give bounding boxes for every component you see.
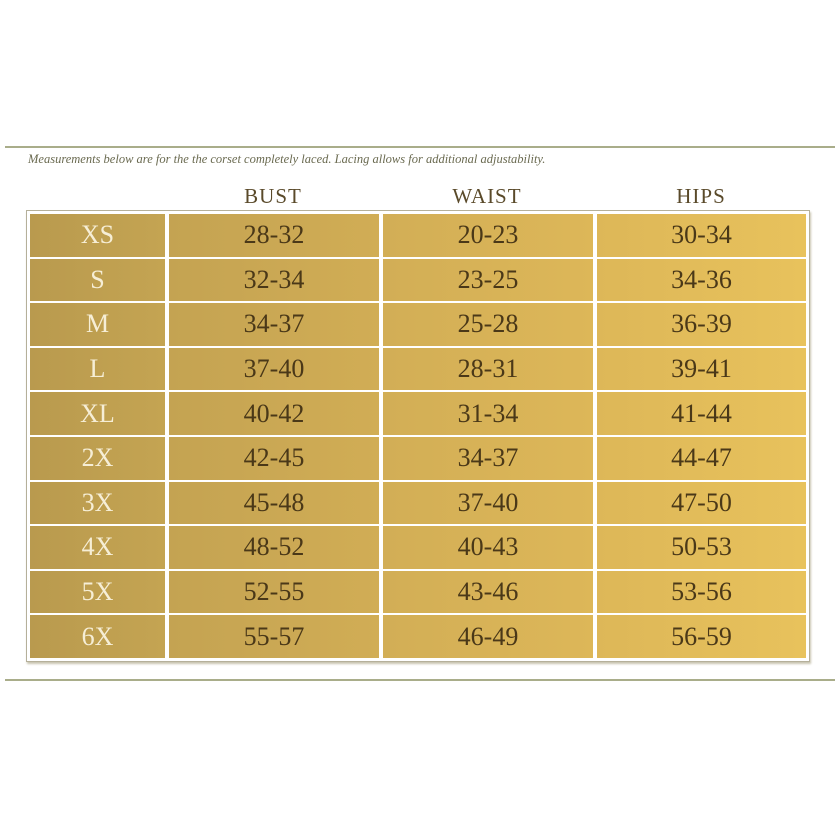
column-divider <box>165 258 169 302</box>
column-divider <box>593 347 597 391</box>
column-divider <box>165 481 169 525</box>
size-label: M <box>30 303 165 346</box>
size-label: 4X <box>30 526 165 569</box>
waist-value: 20-23 <box>383 214 593 257</box>
bust-value: 40-42 <box>169 392 379 435</box>
waist-value: 25-28 <box>383 303 593 346</box>
bust-value: 48-52 <box>169 526 379 569</box>
column-divider <box>379 392 383 435</box>
size-label: 6X <box>30 615 165 658</box>
column-divider <box>593 481 597 525</box>
size-label: 3X <box>30 481 165 525</box>
column-divider <box>379 481 383 525</box>
column-divider <box>379 526 383 569</box>
size-label: L <box>30 347 165 391</box>
column-divider <box>593 392 597 435</box>
size-chart-table: XS 28-32 20-23 30-34 S 32-34 23-25 34-36 M 34-37 2… <box>26 210 810 662</box>
column-divider <box>165 615 169 658</box>
size-label: 5X <box>30 570 165 614</box>
size-label: S <box>30 258 165 302</box>
column-divider <box>165 526 169 569</box>
hips-value: 41-44 <box>597 392 806 435</box>
column-divider <box>165 392 169 435</box>
hips-value: 56-59 <box>597 615 806 658</box>
hips-value: 36-39 <box>597 303 806 346</box>
hips-value: 39-41 <box>597 347 806 391</box>
column-divider <box>165 570 169 614</box>
column-divider <box>165 347 169 391</box>
hips-value: 44-47 <box>597 436 806 480</box>
column-divider <box>165 303 169 346</box>
waist-value: 43-46 <box>383 570 593 614</box>
column-divider <box>593 303 597 346</box>
hips-value: 30-34 <box>597 214 806 257</box>
column-divider <box>165 436 169 480</box>
bust-value: 55-57 <box>169 615 379 658</box>
measurement-note: Measurements below are for the the corse… <box>28 152 546 166</box>
bust-value: 28-32 <box>169 214 379 257</box>
bust-value: 45-48 <box>169 481 379 525</box>
column-divider <box>379 214 383 257</box>
header-waist: WAIST <box>452 184 522 208</box>
waist-value: 40-43 <box>383 526 593 569</box>
bust-value: 52-55 <box>169 570 379 614</box>
waist-value: 28-31 <box>383 347 593 391</box>
column-divider <box>379 258 383 302</box>
header-hips: HIPS <box>676 184 726 208</box>
column-divider <box>379 303 383 346</box>
column-divider <box>379 436 383 480</box>
size-label: XL <box>30 392 165 435</box>
column-divider <box>593 615 597 658</box>
column-divider <box>593 258 597 302</box>
waist-value: 34-37 <box>383 436 593 480</box>
bust-value: 34-37 <box>169 303 379 346</box>
size-label: XS <box>30 214 165 257</box>
bust-value: 42-45 <box>169 436 379 480</box>
column-divider <box>593 214 597 257</box>
waist-value: 23-25 <box>383 258 593 302</box>
bust-value: 32-34 <box>169 258 379 302</box>
hips-value: 34-36 <box>597 258 806 302</box>
hips-value: 47-50 <box>597 481 806 525</box>
header-bust: BUST <box>244 184 302 208</box>
column-divider <box>593 526 597 569</box>
column-divider <box>379 615 383 658</box>
top-divider <box>5 146 835 148</box>
waist-value: 37-40 <box>383 481 593 525</box>
hips-value: 53-56 <box>597 570 806 614</box>
column-divider <box>593 436 597 480</box>
waist-value: 31-34 <box>383 392 593 435</box>
column-divider <box>379 347 383 391</box>
size-chart-grid: XS 28-32 20-23 30-34 S 32-34 23-25 34-36 M 34-37 2… <box>30 214 806 658</box>
bust-value: 37-40 <box>169 347 379 391</box>
column-divider <box>165 214 169 257</box>
size-label: 2X <box>30 436 165 480</box>
waist-value: 46-49 <box>383 615 593 658</box>
hips-value: 50-53 <box>597 526 806 569</box>
column-divider <box>593 570 597 614</box>
bottom-divider <box>5 679 835 681</box>
column-divider <box>379 570 383 614</box>
